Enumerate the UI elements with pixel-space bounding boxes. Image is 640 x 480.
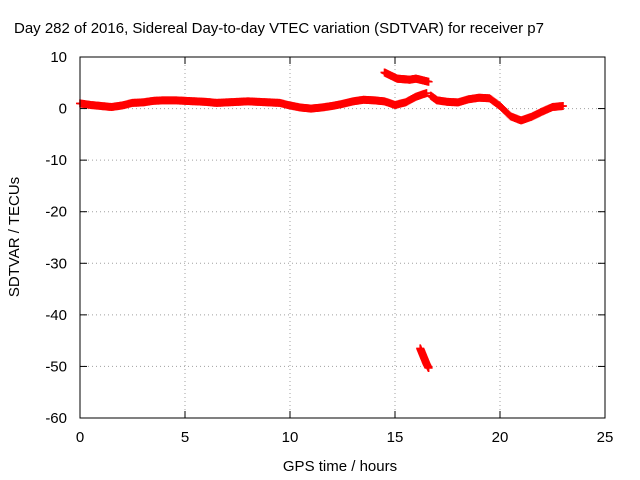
x-tick-label: 5 — [181, 429, 189, 446]
chart-title: Day 282 of 2016, Sidereal Day-to-day VTE… — [14, 20, 544, 37]
x-tick-label: 15 — [387, 429, 404, 446]
data-point — [422, 89, 431, 98]
x-tick-label: 20 — [492, 429, 509, 446]
grid-lines — [80, 57, 605, 418]
y-tick-label: -60 — [45, 410, 67, 427]
x-tick-label: 25 — [597, 429, 614, 446]
y-tick-label: -40 — [45, 307, 67, 324]
y-tick-label: 10 — [50, 49, 67, 66]
data-series-3 — [416, 344, 433, 372]
y-tick-label: -10 — [45, 152, 67, 169]
y-tick-label: -50 — [45, 358, 67, 375]
x-tick-label: 10 — [282, 429, 299, 446]
data-point — [559, 101, 567, 110]
y-axis-label: SDTVAR / TECUs — [6, 177, 23, 297]
data-point — [424, 77, 433, 86]
axis-ticks: 10 0 -10 -20 -30 -40 -50 -60 0 5 10 15 20 25 — [45, 49, 613, 446]
data-point — [424, 363, 433, 372]
y-tick-label: 0 — [59, 101, 67, 118]
x-axis-label: GPS time / hours — [283, 458, 397, 475]
data-series-2 — [380, 68, 433, 86]
x-tick-label: 0 — [76, 429, 84, 446]
data-series-4 — [426, 91, 567, 125]
plot-frame — [79, 56, 606, 419]
data-points — [76, 68, 567, 372]
y-tick-label: -30 — [45, 255, 67, 272]
data-series-1 — [76, 89, 431, 113]
y-tick-label: -20 — [45, 204, 67, 221]
